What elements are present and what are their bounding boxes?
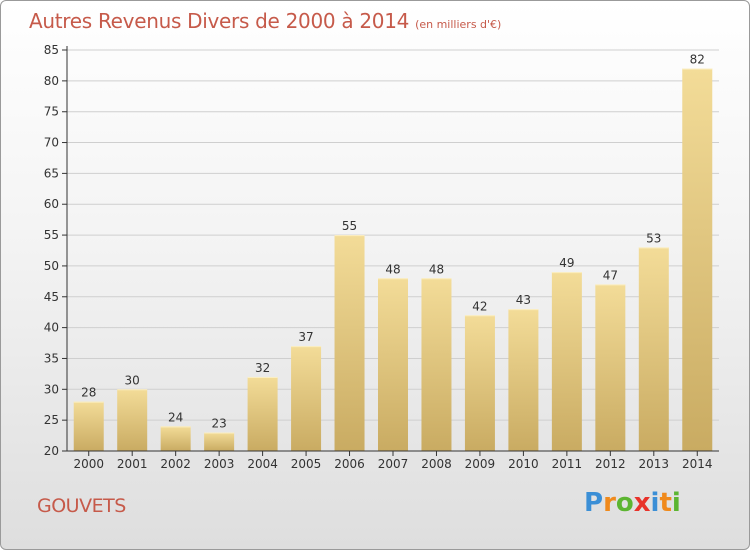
x-tick-label: 2011 bbox=[552, 457, 583, 471]
y-tick-label: 40 bbox=[44, 321, 59, 335]
x-tick-label: 2014 bbox=[682, 457, 713, 471]
data-label: 48 bbox=[385, 262, 400, 276]
y-tick-label: 70 bbox=[44, 136, 59, 150]
logo-letter: o bbox=[615, 488, 634, 518]
bar bbox=[73, 401, 104, 451]
data-labels: 28 30 24 23 32 37 55 48 48 42 43 49 47 53 82 bbox=[81, 53, 705, 431]
x-tick-label: 2010 bbox=[508, 457, 539, 471]
bar bbox=[508, 309, 539, 451]
logo-letter: x bbox=[633, 488, 651, 518]
y-tick-label: 60 bbox=[44, 197, 59, 211]
x-tick-label: 2012 bbox=[595, 457, 626, 471]
x-tick-label: 2004 bbox=[247, 457, 278, 471]
bar bbox=[160, 426, 191, 451]
data-label: 48 bbox=[429, 262, 444, 276]
x-tick-label: 2007 bbox=[378, 457, 409, 471]
data-label: 28 bbox=[81, 386, 96, 400]
y-tick-label: 30 bbox=[44, 382, 59, 396]
y-tick-label: 55 bbox=[44, 228, 59, 242]
x-tick-label: 2008 bbox=[421, 457, 452, 471]
bar bbox=[247, 376, 278, 451]
y-tick-label: 65 bbox=[44, 166, 59, 180]
x-tick-label: 2002 bbox=[160, 457, 191, 471]
y-tick-label: 50 bbox=[44, 259, 59, 273]
chart-unit: (en milliers d'€) bbox=[415, 18, 502, 31]
proxiti-logo: Proxiti bbox=[584, 488, 681, 518]
place-name: GOUVETS bbox=[37, 495, 126, 517]
logo-letter: r bbox=[603, 488, 616, 518]
bar bbox=[595, 284, 626, 451]
y-tick-label: 20 bbox=[44, 444, 59, 458]
data-label: 32 bbox=[255, 361, 270, 375]
bar bbox=[204, 432, 235, 451]
logo-letter: P bbox=[584, 488, 604, 518]
data-label: 43 bbox=[516, 293, 531, 307]
x-tick-label: 2000 bbox=[73, 457, 104, 471]
logo-letter: t bbox=[659, 488, 672, 518]
y-tick-label: 80 bbox=[44, 74, 59, 88]
bars bbox=[73, 68, 713, 451]
y-tick-label: 25 bbox=[44, 413, 59, 427]
chart-title-text: Autres Revenus Divers de 2000 à 2014 bbox=[29, 9, 410, 33]
x-tick-label: 2013 bbox=[639, 457, 670, 471]
y-tick-label: 35 bbox=[44, 351, 59, 365]
bar bbox=[638, 247, 669, 451]
y-tick-label: 85 bbox=[44, 43, 59, 57]
logo-letter: i bbox=[671, 488, 681, 518]
y-tick-label: 75 bbox=[44, 105, 59, 119]
bar bbox=[464, 315, 495, 451]
bar bbox=[682, 68, 713, 451]
data-label: 23 bbox=[211, 416, 226, 430]
x-tick-label: 2006 bbox=[334, 457, 365, 471]
data-label: 24 bbox=[168, 410, 183, 424]
data-label: 53 bbox=[646, 231, 661, 245]
x-tick-label: 2003 bbox=[204, 457, 235, 471]
axes: 20 25 30 35 40 45 50 55 60 65 70 75 80 85 2000 2001 2002… bbox=[44, 43, 719, 471]
data-label: 55 bbox=[342, 219, 357, 233]
data-label: 30 bbox=[125, 373, 140, 387]
data-label: 42 bbox=[472, 299, 487, 313]
chart-title: Autres Revenus Divers de 2000 à 2014 (en … bbox=[29, 9, 501, 33]
x-tick-label: 2005 bbox=[291, 457, 322, 471]
data-label: 47 bbox=[603, 268, 618, 282]
x-tick-label: 2001 bbox=[117, 457, 148, 471]
bar bbox=[334, 235, 365, 451]
data-label: 49 bbox=[559, 256, 574, 270]
bar bbox=[551, 272, 582, 451]
bar bbox=[421, 278, 452, 451]
logo-letter: i bbox=[650, 488, 660, 518]
data-label: 37 bbox=[298, 330, 313, 344]
bar bbox=[291, 346, 322, 451]
bar bbox=[378, 278, 408, 451]
y-tick-label: 45 bbox=[44, 290, 59, 304]
data-label: 82 bbox=[690, 53, 705, 67]
bar bbox=[117, 389, 148, 451]
x-tick-label: 2009 bbox=[465, 457, 496, 471]
